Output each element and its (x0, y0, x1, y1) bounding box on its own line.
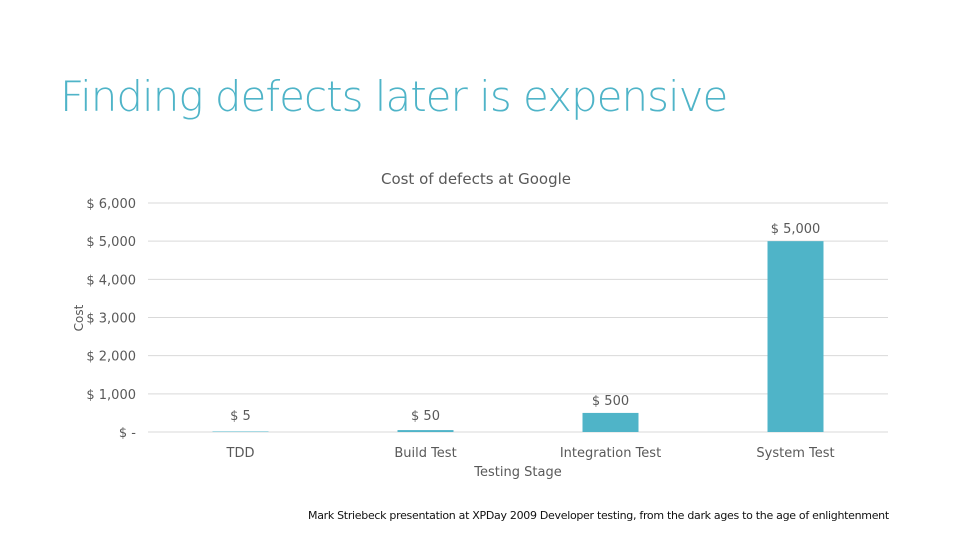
bar-chart: Cost of defects at Google Cost Testing S… (72, 170, 888, 480)
bar (582, 412, 639, 432)
x-tick-label: Build Test (394, 446, 456, 461)
data-label: $ 5,000 (771, 222, 821, 237)
y-tick-label: $ 2,000 (86, 350, 136, 365)
x-tick-label: Integration Test (560, 446, 661, 461)
data-label: $ 5 (230, 409, 251, 424)
y-tick-label: $ 6,000 (86, 197, 136, 212)
x-tick-label: TDD (226, 446, 255, 461)
source-citation: Mark Striebeck presentation at XPDay 200… (308, 509, 889, 522)
y-tick-label: $ 3,000 (86, 312, 136, 327)
chart-title: Cost of defects at Google (381, 170, 571, 188)
bar (212, 431, 269, 432)
x-axis-title: Testing Stage (473, 465, 561, 480)
x-tick-label: System Test (756, 446, 834, 461)
y-tick-label: $ 5,000 (86, 235, 136, 250)
y-axis-title: Cost (72, 304, 86, 331)
data-label: $ 50 (411, 409, 440, 424)
y-tick-label: $ 1,000 (86, 388, 136, 403)
y-tick-label: $ - (119, 426, 136, 441)
bar (767, 241, 824, 432)
bar (397, 430, 454, 432)
y-tick-label: $ 4,000 (86, 273, 136, 288)
data-label: $ 500 (592, 394, 629, 409)
slide-title: Finding defects later is expensive (60, 72, 728, 121)
